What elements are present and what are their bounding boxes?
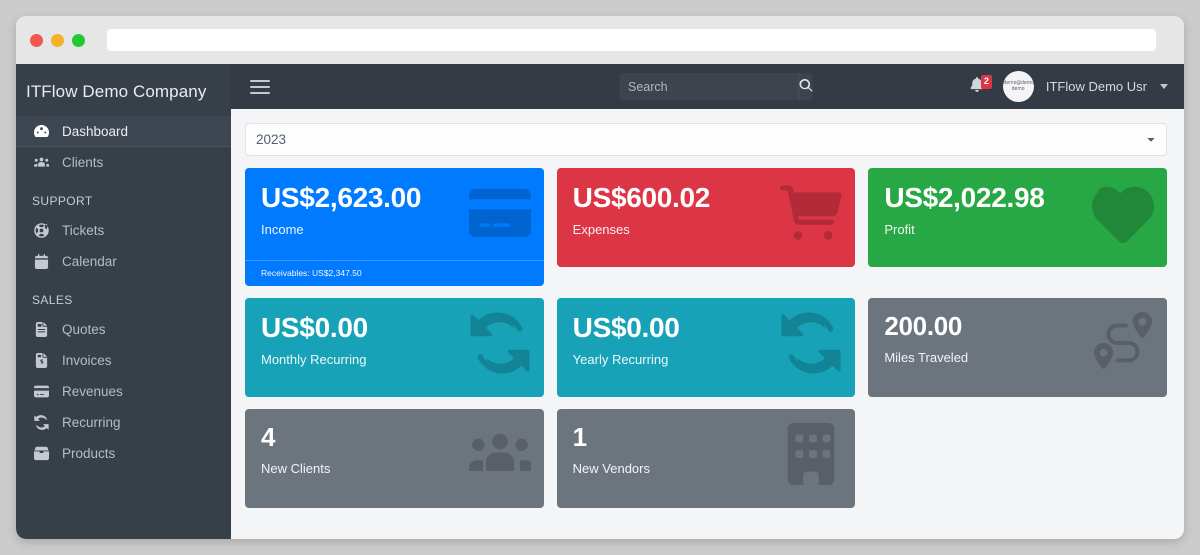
stat-label: Expenses <box>572 221 630 237</box>
user-menu-label[interactable]: ITFlow Demo Usr <box>1045 79 1147 94</box>
sync-icon <box>780 312 842 374</box>
main-column: 2 demo@demo demo ITFlow Demo Usr 2023 <box>231 64 1184 539</box>
stat-footer: Receivables: US$2,347.50 <box>245 260 544 286</box>
stat-card-new-clients[interactable]: 4 New Clients <box>245 409 544 508</box>
sidebar-section-sales: SALES <box>32 293 73 307</box>
sidebar-item-label: Revenues <box>62 384 123 399</box>
sidebar-item-tickets[interactable]: Tickets <box>16 215 231 246</box>
stat-label: Profit <box>884 221 915 237</box>
stat-label: Income <box>261 221 304 237</box>
stat-value: US$600.02 <box>572 182 711 213</box>
sidebar: ITFlow Demo Company Dashboard Clients SU… <box>16 64 231 539</box>
chevron-down-icon[interactable] <box>1160 84 1168 89</box>
route-icon <box>1092 312 1154 374</box>
sidebar-item-label: Clients <box>62 155 104 170</box>
sidebar-item-label: Dashboard <box>62 123 129 139</box>
heart-icon <box>1092 182 1154 244</box>
users-icon <box>468 423 531 485</box>
gauge-icon <box>32 122 50 140</box>
search-button[interactable] <box>798 73 812 100</box>
url-bar[interactable] <box>107 29 1156 51</box>
sync-icon <box>469 312 531 374</box>
avatar[interactable]: demo@demo demo <box>1002 71 1034 102</box>
sidebar-item-label: Products <box>62 446 116 461</box>
search-input[interactable] <box>619 73 798 100</box>
search-icon <box>799 78 812 95</box>
credit-card-icon <box>468 182 531 244</box>
stat-value: US$2,623.00 <box>261 182 422 213</box>
stat-card-miles-traveled[interactable]: 200.00 Miles Traveled <box>868 298 1168 397</box>
sidebar-item-revenues[interactable]: Revenues <box>16 376 231 407</box>
year-filter-select[interactable]: 2023 <box>245 123 1167 156</box>
card-row: US$0.00 Monthly Recurring US$0.00 Yearly… <box>245 298 1168 397</box>
browser-chrome <box>16 16 1184 64</box>
sync-icon <box>32 414 50 432</box>
stat-value: 200.00 <box>884 311 963 341</box>
file-invoice-icon <box>32 321 50 339</box>
sidebar-item-label: Calendar <box>62 254 117 269</box>
stat-card-income[interactable]: US$2,623.00 Income Receivables: US$2,347… <box>245 168 544 286</box>
avatar-line-1: demo@demo <box>1003 80 1034 87</box>
stat-label: Miles Traveled <box>884 349 969 365</box>
stat-label: New Clients <box>261 460 331 476</box>
stat-value: US$0.00 <box>261 312 368 343</box>
sidebar-item-label: Recurring <box>62 415 121 430</box>
app-shell: ITFlow Demo Company Dashboard Clients SU… <box>16 64 1184 539</box>
topbar-right: 2 demo@demo demo ITFlow Demo Usr <box>970 71 1168 102</box>
credit-card-icon <box>32 383 50 401</box>
stat-card-yearly-recurring[interactable]: US$0.00 Yearly Recurring <box>556 298 856 397</box>
sidebar-item-label: Tickets <box>62 223 105 238</box>
window-close-button[interactable] <box>30 33 43 47</box>
sidebar-section-support: SUPPORT <box>32 194 93 208</box>
stat-card-profit[interactable]: US$2,022.98 Profit <box>868 168 1168 267</box>
sidebar-item-invoices[interactable]: Invoices <box>16 345 231 376</box>
sidebar-item-quotes[interactable]: Quotes <box>16 314 231 345</box>
stat-card-expenses[interactable]: US$600.02 Expenses <box>556 168 856 267</box>
stat-label: Yearly Recurring <box>572 351 669 367</box>
dashboard-content: 2023 US$2,623.00 Income Receivables: US$… <box>231 109 1184 539</box>
stat-value: US$0.00 <box>572 312 680 343</box>
sidebar-item-label: Quotes <box>62 322 106 337</box>
notification-badge: 2 <box>980 74 992 89</box>
notifications-button[interactable]: 2 <box>970 74 992 97</box>
box-icon <box>32 445 50 463</box>
card-row: US$2,623.00 Income Receivables: US$2,347… <box>245 168 1168 286</box>
calendar-icon <box>32 253 50 271</box>
life-ring-icon <box>32 222 50 240</box>
sidebar-item-recurring[interactable]: Recurring <box>16 407 231 438</box>
card-row: 4 New Clients 1 New Vendors <box>245 409 1167 508</box>
stat-value: US$2,022.98 <box>884 182 1045 213</box>
shopping-cart-icon <box>780 182 842 244</box>
stat-card-monthly-recurring[interactable]: US$0.00 Monthly Recurring <box>245 298 544 397</box>
bell-icon <box>970 76 984 97</box>
hamburger-icon[interactable] <box>250 79 270 95</box>
stat-label: Monthly Recurring <box>261 351 367 367</box>
sidebar-item-calendar[interactable]: Calendar <box>16 246 231 277</box>
brand-title: ITFlow Demo Company <box>26 82 207 101</box>
window-maximize-button[interactable] <box>72 33 85 47</box>
building-icon <box>780 423 842 485</box>
avatar-line-2: demo <box>1011 85 1025 92</box>
sidebar-item-clients[interactable]: Clients <box>16 147 231 178</box>
browser-window: ITFlow Demo Company Dashboard Clients SU… <box>16 16 1184 539</box>
file-invoice-dollar-icon <box>32 352 50 370</box>
stat-card-new-vendors[interactable]: 1 New Vendors <box>556 409 856 508</box>
sidebar-item-products[interactable]: Products <box>16 438 231 469</box>
stat-value: 1 <box>572 422 587 452</box>
window-minimize-button[interactable] <box>51 33 64 47</box>
users-icon <box>32 154 50 172</box>
sidebar-item-label: Invoices <box>62 353 112 368</box>
search-box <box>619 73 812 100</box>
card-row-spacer <box>868 409 1167 508</box>
stat-label: New Vendors <box>572 460 650 476</box>
sidebar-item-dashboard[interactable]: Dashboard <box>16 116 231 147</box>
stat-value: 4 <box>261 422 276 452</box>
topbar: 2 demo@demo demo ITFlow Demo Usr <box>231 64 1184 109</box>
